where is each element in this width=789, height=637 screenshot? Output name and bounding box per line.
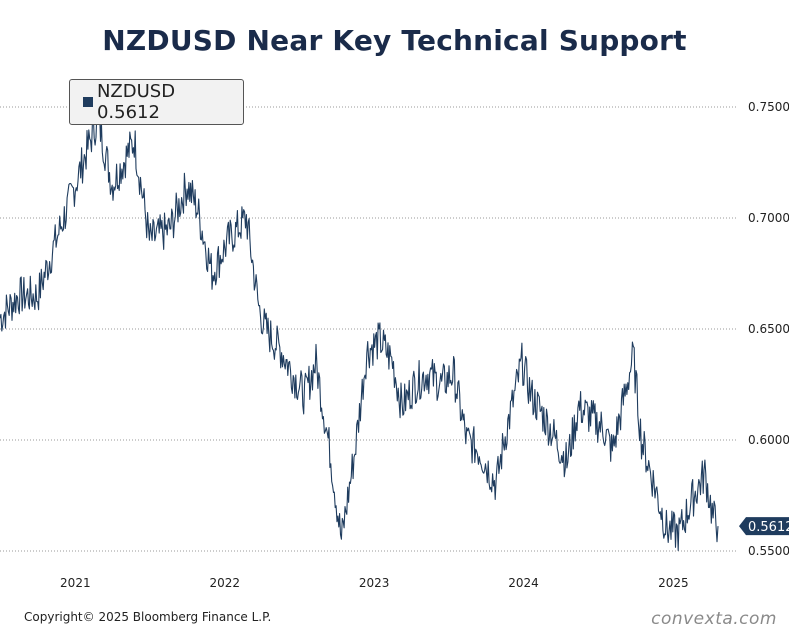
legend-label: NZDUSD 0.5612 (96, 81, 176, 123)
series-line-nzdusd (0, 109, 719, 552)
x-tick-label: 2025 (658, 576, 689, 590)
y-tick-label: 0.5500 (748, 544, 789, 558)
copyright-text: Copyright© 2025 Bloomberg Finance L.P. (24, 610, 272, 624)
last-value-tag (739, 517, 789, 536)
x-tick-label: 2021 (60, 576, 91, 590)
y-tick-label: 0.7500 (748, 100, 789, 114)
legend: NZDUSD 0.5612 (69, 79, 244, 125)
y-tick-label: 0.7000 (748, 211, 789, 225)
chart-title: NZDUSD Near Key Technical Support (102, 24, 687, 57)
x-tick-label: 2024 (508, 576, 539, 590)
y-tick-label: 0.6000 (748, 433, 789, 447)
x-tick-label: 2023 (359, 576, 390, 590)
last-value-label: 0.5612 (748, 520, 789, 535)
y-tick-label: 0.6500 (748, 322, 789, 336)
watermark-text: convexta.com (651, 609, 777, 629)
legend-swatch (83, 97, 93, 107)
x-tick-label: 2022 (209, 576, 240, 590)
